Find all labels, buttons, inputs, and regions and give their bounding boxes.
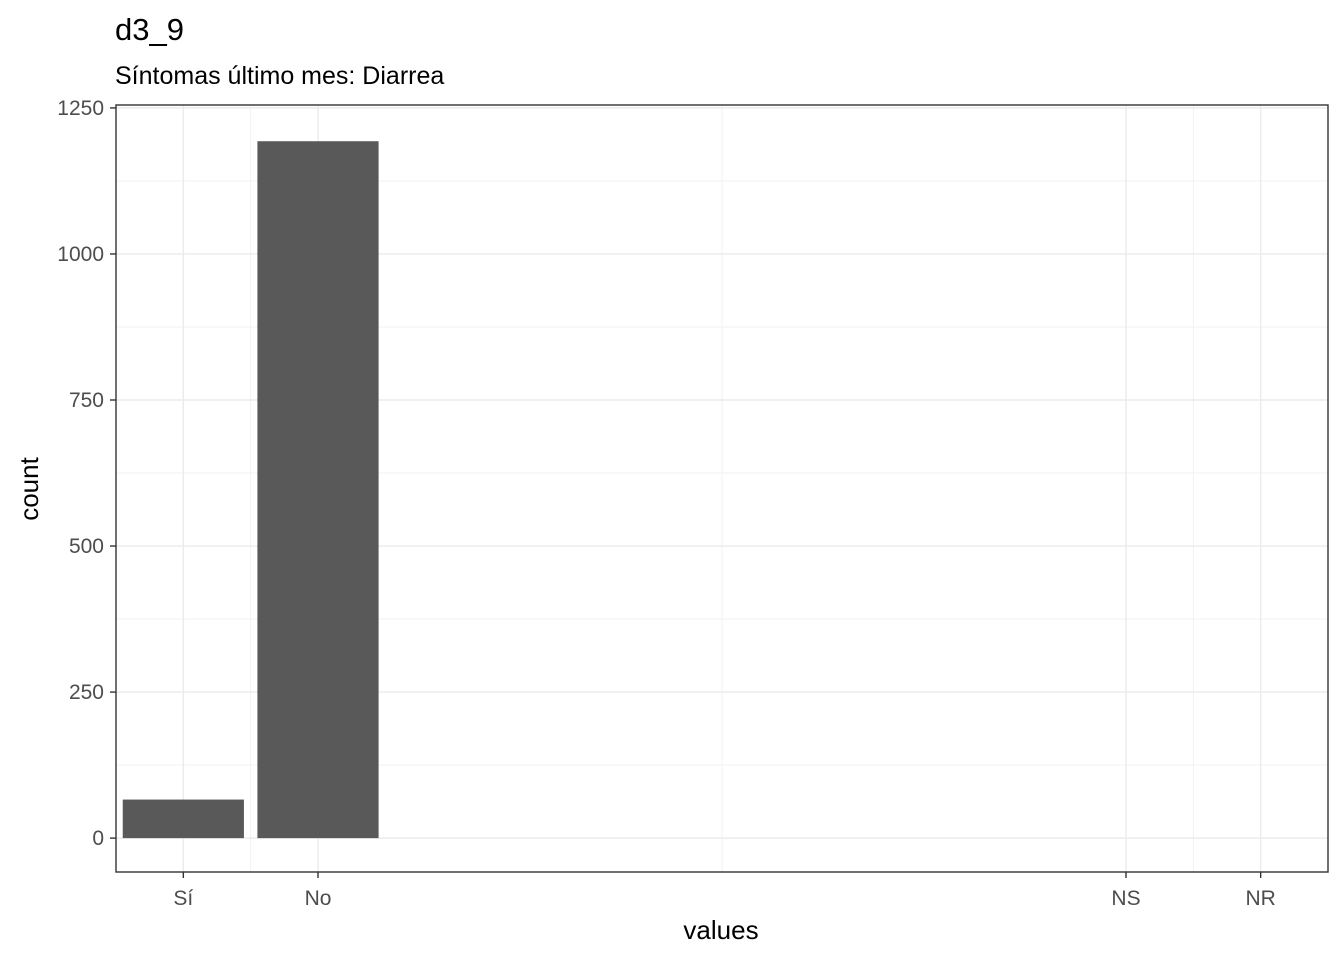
- plot-panel: 0 250 500 750 1000 1250 Sí No NS NR: [57, 97, 1329, 910]
- y-tick-label: 500: [69, 535, 104, 558]
- chart-subtitle: Síntomas último mes: Diarrea: [115, 62, 444, 90]
- y-tick-label: 1000: [57, 243, 104, 266]
- y-tick-label: 750: [69, 389, 104, 412]
- panel-border: [115, 104, 1329, 873]
- y-tick-label: 1250: [57, 97, 104, 120]
- x-tick-label: NS: [1111, 887, 1140, 910]
- x-tick-label: NR: [1245, 887, 1275, 910]
- x-axis-title: values: [683, 915, 758, 945]
- x-tick-label: Sí: [173, 887, 193, 910]
- bar: [257, 141, 379, 839]
- y-axis-title: count: [14, 456, 44, 520]
- chart-title: d3_9: [115, 12, 184, 47]
- x-tick-label: No: [305, 887, 332, 910]
- y-tick-label: 0: [92, 827, 104, 850]
- bar: [122, 799, 244, 839]
- y-tick-label: 250: [69, 681, 104, 704]
